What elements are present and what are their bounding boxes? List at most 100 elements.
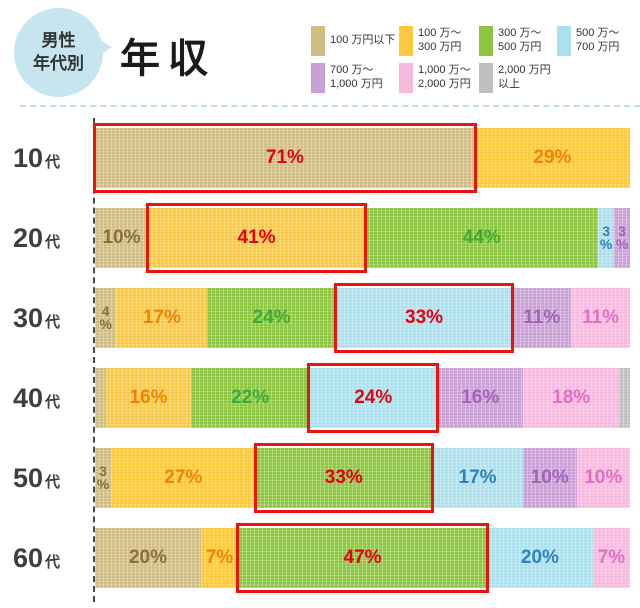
page-title: 年収 (120, 37, 216, 81)
bar-segment: 20% (95, 528, 201, 588)
legend-label: 100 万円以下 (330, 34, 396, 47)
segment-value-label: 4 % (99, 303, 112, 332)
legend-label: 300 万～ 500 万円 (498, 27, 542, 53)
bar-segment: 47% (236, 523, 489, 593)
legend-item: 100 万円以下 (311, 26, 399, 56)
bar-segment: 11% (571, 288, 630, 348)
chart-row: 30 代 4 % 17% 24% 33% 11% 11% (0, 283, 630, 353)
gender-age-bubble: 男性 年代別 (14, 8, 103, 97)
legend-item: 700 万～ 1,000 万円 (311, 63, 399, 93)
segment-value-label: 22% (231, 387, 270, 408)
bar-segment: 18% (523, 368, 620, 428)
bar-segment: 10% (95, 208, 148, 268)
segment-value-label: 44% (462, 227, 501, 248)
row-label: 30 代 (13, 302, 61, 333)
stacked-bar: 4 % 17% 24% 33% 11% 11% (95, 283, 630, 353)
segment-value-label: 16% (461, 387, 500, 408)
legend-label: 500 万～ 700 万円 (576, 27, 620, 53)
segment-value-label: 16% (129, 387, 168, 408)
legend-label: 2,000 万円以上 (498, 64, 551, 90)
segment-value-label: 11% (523, 307, 561, 328)
row-label: 50 代 (13, 462, 61, 493)
segment-value-label: 20% (520, 547, 559, 568)
bar-segment: 7% (592, 528, 630, 588)
bar-segment: 41% (145, 203, 368, 273)
bar-segment: 11% (512, 288, 572, 348)
segment-value-label: 24% (252, 307, 291, 328)
chart-row: 40 代 16% 22% 24% 16% 18% (0, 363, 630, 433)
segment-value-label: 47% (343, 547, 382, 568)
legend-item: 500 万～ 700 万円 (557, 26, 637, 56)
legend-swatch (399, 26, 413, 56)
legend-item: 1,000 万～ 2,000 万円 (399, 63, 479, 93)
segment-value-label: 3 % (96, 463, 110, 492)
bar-segment: 33% (333, 283, 514, 353)
segment-value-label: 24% (354, 387, 393, 408)
bar-segment: 22% (191, 368, 309, 428)
legend-swatch (557, 26, 571, 56)
bar-segment: 20% (486, 528, 593, 588)
segment-value-label: 33% (324, 467, 363, 488)
bar-segment: 71% (93, 123, 477, 193)
segment-value-label: 33% (405, 307, 444, 328)
chart-row: 60 代 20% 7% 47% 20% 7% (0, 523, 630, 593)
bar-segment: 44% (365, 208, 599, 268)
y-axis-line (93, 118, 95, 602)
bar-segment: 3 % (598, 208, 615, 268)
legend-item: 300 万～ 500 万円 (479, 26, 557, 56)
legend-item: 100 万～ 300 万円 (399, 26, 479, 56)
header-separator (20, 105, 640, 107)
stacked-bar: 3 % 27% 33% 17% 10% 10% (95, 443, 630, 513)
segment-value-label: 18% (552, 387, 591, 408)
bar-segment: 29% (474, 128, 630, 188)
bar-segment: 10% (576, 448, 630, 508)
legend: 100 万円以下 100 万～ 300 万円 300 万～ 500 万円 500 万～… (311, 26, 637, 93)
row-label: 60 代 (13, 542, 61, 573)
segment-value-label: 10% (584, 467, 623, 488)
segment-value-label: 71% (265, 147, 304, 168)
legend-swatch (479, 63, 493, 93)
bubble-tail (96, 38, 112, 58)
row-label: 40 代 (13, 382, 61, 413)
chart-row: 50 代 3 % 27% 33% 17% 10% 10% (0, 443, 630, 513)
segment-value-label: 17% (142, 307, 181, 328)
stacked-bar: 16% 22% 24% 16% 18% (95, 363, 630, 433)
segment-value-label: 10% (530, 467, 569, 488)
row-label: 10 代 (13, 142, 61, 173)
segment-value-label: 11% (582, 307, 620, 328)
chart-row: 20 代 10% 41% 44% 3 % 3 % (0, 203, 630, 273)
bubble-label: 男性 年代別 (33, 30, 84, 73)
segment-value-label: 20% (128, 547, 167, 568)
legend-swatch (311, 26, 325, 56)
segment-value-label: 3 % (615, 223, 629, 252)
legend-label: 100 万～ 300 万円 (418, 27, 462, 53)
chart-row: 10 代 71% 29% (0, 123, 630, 193)
bar-segment: 16% (105, 368, 192, 428)
bar-segment: 4 % (95, 288, 117, 348)
stacked-bar: 10% 41% 44% 3 % 3 % (95, 203, 630, 273)
bar-segment: 16% (437, 368, 523, 428)
stacked-bar: 71% 29% (93, 123, 630, 193)
bar-segment: 27% (111, 448, 256, 508)
segment-value-label: 7% (205, 547, 234, 568)
bar-segment: 24% (306, 363, 440, 433)
stacked-bar: 20% 7% 47% 20% 7% (95, 523, 630, 593)
bar-segment: 17% (432, 448, 523, 508)
bar-segment: 10% (523, 448, 577, 508)
bar-segment: 24% (207, 288, 336, 348)
bar-segment: 33% (253, 443, 434, 513)
legend-label: 700 万～ 1,000 万円 (330, 64, 383, 90)
segment-value-label: 10% (102, 227, 141, 248)
row-label: 20 代 (13, 222, 61, 253)
bar-segment (95, 368, 106, 428)
segment-value-label: 41% (237, 227, 276, 248)
bar-segment (619, 368, 630, 428)
legend-label: 1,000 万～ 2,000 万円 (418, 64, 471, 90)
segment-value-label: 7% (597, 547, 626, 568)
legend-swatch (479, 26, 493, 56)
legend-swatch (399, 63, 413, 93)
legend-item: 2,000 万円以上 (479, 63, 557, 93)
segment-value-label: 27% (164, 467, 203, 488)
segment-value-label: 17% (458, 467, 497, 488)
